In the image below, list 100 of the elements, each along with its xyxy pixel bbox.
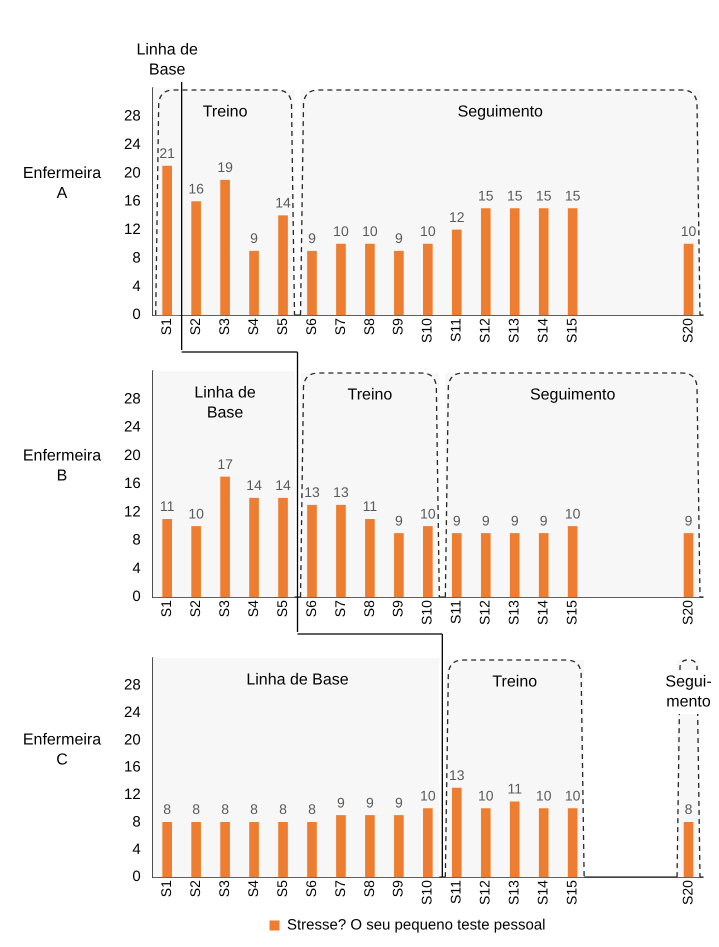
y-tick-label: 0 bbox=[132, 868, 141, 886]
y-tick-label: 16 bbox=[124, 192, 141, 210]
bar bbox=[510, 208, 520, 316]
x-tick-label: S10 bbox=[418, 600, 435, 626]
x-tick-label: S2 bbox=[186, 880, 203, 898]
data-label: 8 bbox=[279, 801, 288, 818]
x-tick-label: S13 bbox=[506, 880, 522, 906]
x-tick-label: S14 bbox=[534, 318, 551, 344]
data-label: 11 bbox=[160, 498, 175, 514]
y-tick-label: 24 bbox=[124, 136, 141, 153]
x-tick-label: S8 bbox=[360, 318, 377, 336]
band-label: Linha de Base bbox=[246, 671, 349, 688]
y-tick-label: 4 bbox=[132, 278, 141, 295]
x-tick-label: S3 bbox=[216, 880, 232, 898]
data-label: 8 bbox=[192, 801, 200, 818]
bar bbox=[423, 244, 433, 316]
x-tick-label: S4 bbox=[244, 318, 261, 336]
x-tick-label: S1 bbox=[158, 880, 174, 898]
x-tick-label: S5 bbox=[274, 600, 290, 618]
bar bbox=[394, 250, 404, 316]
y-tick-label: 0 bbox=[132, 306, 141, 324]
data-label: 14 bbox=[275, 477, 292, 494]
data-label: 9 bbox=[482, 512, 490, 528]
bar bbox=[191, 526, 201, 598]
legend-label: Stresse? O seu pequeno teste pessoal bbox=[287, 916, 546, 934]
x-tick-label: S4 bbox=[244, 600, 261, 618]
bar bbox=[394, 533, 404, 598]
band-label: Treino bbox=[348, 386, 392, 404]
data-label: 10 bbox=[420, 222, 436, 239]
bar bbox=[278, 498, 288, 598]
bar bbox=[480, 533, 491, 598]
data-label: 14 bbox=[246, 477, 262, 494]
data-label: 9 bbox=[366, 794, 374, 810]
bar bbox=[510, 533, 520, 598]
data-label: 21 bbox=[159, 144, 176, 161]
x-tick-label: S20 bbox=[679, 880, 696, 906]
bar bbox=[423, 526, 433, 598]
bar bbox=[249, 250, 259, 316]
y-tick-label: 16 bbox=[124, 475, 141, 492]
data-label: 15 bbox=[536, 188, 552, 204]
data-label: 10 bbox=[333, 222, 349, 239]
x-tick-label: S13 bbox=[506, 600, 522, 626]
x-tick-label: S1 bbox=[158, 318, 174, 336]
data-label: 10 bbox=[564, 505, 581, 522]
data-label: 8 bbox=[221, 801, 230, 818]
band-label: Seguimento bbox=[530, 386, 616, 404]
y-tick-label: 4 bbox=[132, 560, 141, 577]
data-label: 9 bbox=[394, 512, 403, 528]
x-tick-label: S13 bbox=[506, 318, 522, 344]
data-label: 9 bbox=[394, 230, 403, 246]
data-label: 10 bbox=[536, 787, 552, 804]
bar bbox=[162, 519, 172, 598]
data-label: 11 bbox=[507, 780, 522, 797]
x-tick-label: S3 bbox=[216, 600, 232, 618]
x-tick-label: S9 bbox=[390, 880, 406, 898]
x-tick-label: S2 bbox=[186, 600, 203, 618]
y-tick-label: 28 bbox=[124, 676, 141, 694]
band-label: Linha de Base bbox=[194, 384, 256, 422]
data-label: 8 bbox=[163, 801, 172, 818]
data-label: 8 bbox=[250, 801, 258, 818]
y-tick-label: 28 bbox=[124, 390, 141, 408]
x-tick-label: S15 bbox=[564, 600, 580, 626]
x-tick-label: S3 bbox=[216, 318, 232, 336]
data-label: 15 bbox=[478, 188, 494, 204]
data-label: 13 bbox=[304, 484, 320, 500]
x-tick-label: S11 bbox=[448, 880, 464, 904]
bar bbox=[307, 250, 317, 316]
y-tick-label: 24 bbox=[124, 704, 141, 721]
x-tick-label: S5 bbox=[274, 880, 290, 898]
band-label: Treino bbox=[202, 103, 248, 120]
data-label: 10 bbox=[420, 787, 436, 804]
data-label: 9 bbox=[250, 230, 258, 246]
data-label: 10 bbox=[478, 787, 494, 804]
data-label: 10 bbox=[564, 787, 581, 804]
y-tick-label: 12 bbox=[124, 786, 141, 804]
data-label: 11 bbox=[362, 498, 378, 514]
x-tick-label: S6 bbox=[302, 880, 319, 898]
bar bbox=[684, 244, 694, 316]
x-tick-label: S8 bbox=[360, 600, 377, 618]
band-label: Seguimento bbox=[458, 103, 544, 120]
x-tick-label: S9 bbox=[390, 318, 406, 336]
y-axis-title: Enfermeira C bbox=[22, 731, 102, 768]
bar bbox=[278, 215, 288, 316]
x-tick-label: S10 bbox=[418, 318, 435, 344]
bar bbox=[568, 526, 578, 598]
bar bbox=[307, 822, 317, 878]
bar bbox=[568, 808, 578, 878]
y-tick-label: 20 bbox=[124, 164, 141, 182]
y-tick-label: 20 bbox=[124, 446, 141, 464]
bar bbox=[278, 822, 288, 878]
x-tick-label: S2 bbox=[186, 318, 203, 336]
data-label: 10 bbox=[680, 222, 697, 239]
data-label: 14 bbox=[275, 194, 292, 211]
band-label: Linha de Base bbox=[136, 41, 198, 78]
data-label: 10 bbox=[188, 505, 204, 522]
x-tick-label: S15 bbox=[564, 318, 580, 344]
bar bbox=[336, 815, 346, 878]
bar bbox=[480, 208, 491, 316]
bar bbox=[480, 808, 491, 878]
x-tick-label: S4 bbox=[244, 880, 261, 898]
